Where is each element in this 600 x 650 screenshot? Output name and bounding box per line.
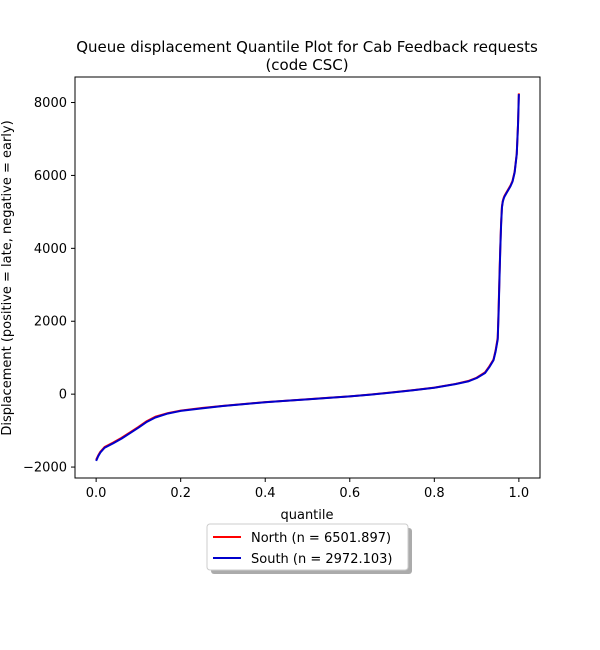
- y-axis: −2000 0 2000 4000 6000 8000: [23, 96, 75, 476]
- series-line-south: [95, 94, 520, 462]
- series-line-north: [95, 93, 520, 461]
- series-lines: [95, 93, 520, 462]
- chart-title: Queue displacement Quantile Plot for Cab…: [76, 38, 538, 56]
- x-tick-label: 0.4: [255, 486, 276, 501]
- y-axis-label: Displacement (positive = late, negative …: [0, 120, 15, 435]
- y-tick-label: 6000: [34, 169, 67, 184]
- y-tick-label: 2000: [34, 315, 67, 330]
- legend: North (n = 6501.897) South (n = 2972.103…: [206, 523, 412, 574]
- y-tick-label: 8000: [34, 96, 67, 111]
- x-tick-label: 0.6: [339, 486, 360, 501]
- legend-label-south: South (n = 2972.103): [251, 552, 392, 567]
- legend-label-north: North (n = 6501.897): [251, 531, 391, 546]
- chart-subtitle: (code CSC): [265, 56, 348, 74]
- y-tick-label: −2000: [23, 461, 67, 476]
- plot-frame: [74, 76, 541, 479]
- x-axis: 0.0 0.2 0.4 0.6 0.8 1.0: [86, 478, 529, 501]
- x-tick-label: 0.2: [170, 486, 191, 501]
- y-tick-label: 4000: [34, 242, 67, 257]
- x-tick-label: 0.0: [86, 486, 107, 501]
- x-tick-label: 1.0: [509, 486, 530, 501]
- y-tick-label: 0: [59, 388, 67, 403]
- legend-box: [206, 523, 409, 571]
- x-axis-label: quantile: [280, 508, 333, 523]
- x-tick-label: 0.8: [424, 486, 445, 501]
